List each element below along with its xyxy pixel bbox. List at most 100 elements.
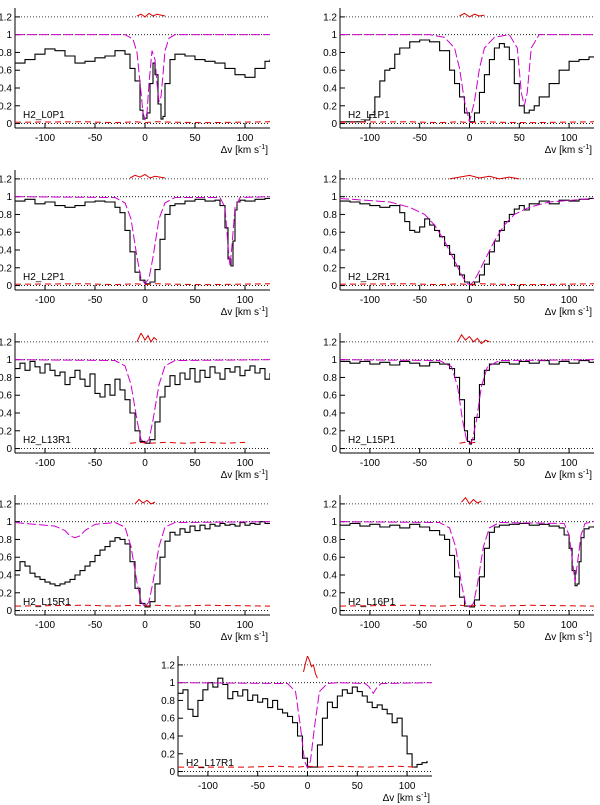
y-tick-label: 0.8 xyxy=(323,48,337,59)
y-tick-label: 0 xyxy=(331,281,337,292)
y-tick-label: 0 xyxy=(331,606,337,617)
x-tick-label: 0 xyxy=(142,133,148,144)
y-tick-label: 0 xyxy=(6,281,12,292)
x-axis-label: Δv [km s-1] xyxy=(221,469,269,481)
x-tick-label: 100 xyxy=(561,458,578,469)
series-data xyxy=(15,521,270,608)
panel-line-label: H2_L16P1 xyxy=(348,597,396,608)
series-residual_top xyxy=(303,656,318,679)
x-tick-label: 0 xyxy=(305,781,311,792)
x-axis-label: Δv [km s-1] xyxy=(383,792,431,804)
series-residual xyxy=(340,283,594,286)
y-tick-label: 1 xyxy=(331,192,337,203)
y-tick-label: 1.2 xyxy=(323,499,337,510)
y-tick-label: 1.2 xyxy=(0,12,12,23)
y-tick-label: 1.2 xyxy=(0,337,12,348)
series-residual xyxy=(340,121,594,124)
x-tick-label: 50 xyxy=(189,133,201,144)
x-axis-label: Δv [km s-1] xyxy=(221,631,269,643)
x-tick-label: 0 xyxy=(467,458,473,469)
series-residual_top xyxy=(136,333,158,343)
y-tick-label: 1.2 xyxy=(323,12,337,23)
series-residual xyxy=(15,283,270,286)
x-tick-label: -50 xyxy=(88,620,103,631)
series-residual xyxy=(459,441,480,444)
y-tick-label: 0 xyxy=(331,119,337,130)
y-tick-label: 0.2 xyxy=(323,101,337,112)
y-tick-label: 1 xyxy=(6,355,12,366)
plot-area xyxy=(15,12,270,124)
series-data xyxy=(178,677,428,768)
panel-line-label: H2_L17R1 xyxy=(186,758,234,769)
y-tick-label: 0.8 xyxy=(0,48,12,59)
y-tick-label: 0.6 xyxy=(0,66,12,77)
x-tick-label: 100 xyxy=(237,620,254,631)
y-tick-label: 0.2 xyxy=(0,101,12,112)
x-tick-label: 0 xyxy=(142,458,148,469)
x-tick-label: 100 xyxy=(237,295,254,306)
x-tick-label: -50 xyxy=(88,133,103,144)
x-tick-label: 50 xyxy=(514,458,526,469)
series-residual_top xyxy=(461,496,482,505)
y-tick-label: 1.2 xyxy=(323,337,337,348)
x-tick-label: -100 xyxy=(360,620,380,631)
y-tick-label: 1.2 xyxy=(0,499,12,510)
y-tick-label: 0.2 xyxy=(161,749,175,760)
x-tick-label: 50 xyxy=(514,620,526,631)
y-tick-label: 1.2 xyxy=(161,660,175,671)
series-fit xyxy=(340,34,594,122)
x-tick-label: -100 xyxy=(198,781,218,792)
plot-area xyxy=(340,174,594,286)
x-tick-label: -50 xyxy=(88,295,103,306)
series-residual xyxy=(15,604,270,607)
x-tick-label: -100 xyxy=(35,295,55,306)
series-data xyxy=(340,197,594,286)
y-tick-label: 0.4 xyxy=(161,732,175,743)
y-tick-label: 0 xyxy=(6,606,12,617)
y-tick-label: 0.6 xyxy=(323,391,337,402)
x-tick-label: -100 xyxy=(360,133,380,144)
x-axis-label: Δv [km s-1] xyxy=(545,306,593,318)
series-residual_top xyxy=(134,498,156,505)
y-tick-label: 0.6 xyxy=(161,714,175,725)
y-tick-label: 0.2 xyxy=(323,588,337,599)
y-tick-label: 0.6 xyxy=(323,66,337,77)
panel-line-label: H2_L13R1 xyxy=(23,435,71,446)
x-tick-label: 50 xyxy=(352,781,364,792)
y-tick-label: 0.6 xyxy=(323,553,337,564)
x-axis-label: Δv [km s-1] xyxy=(221,306,269,318)
x-tick-label: 50 xyxy=(514,133,526,144)
y-tick-label: 0 xyxy=(331,444,337,455)
series-residual_top xyxy=(136,12,166,18)
y-tick-label: 0.8 xyxy=(323,535,337,546)
x-tick-label: 100 xyxy=(561,133,578,144)
plot-area xyxy=(15,333,270,444)
series-fit xyxy=(15,521,270,608)
y-tick-label: 0.6 xyxy=(0,553,12,564)
y-tick-label: 0.4 xyxy=(0,571,12,582)
x-tick-label: 100 xyxy=(561,620,578,631)
series-data xyxy=(15,197,270,285)
x-tick-label: 100 xyxy=(237,133,254,144)
x-axis-label: Δv [km s-1] xyxy=(545,469,593,481)
y-tick-label: 0.8 xyxy=(0,210,12,221)
x-tick-label: -100 xyxy=(35,458,55,469)
x-axis-label: Δv [km s-1] xyxy=(545,631,593,643)
x-tick-label: -100 xyxy=(35,620,55,631)
x-tick-label: 0 xyxy=(467,133,473,144)
series-fit xyxy=(340,359,594,446)
panel-line-label: H2_L15P1 xyxy=(348,435,396,446)
y-tick-label: 0.6 xyxy=(0,391,12,402)
x-tick-label: 0 xyxy=(467,620,473,631)
y-tick-label: 1 xyxy=(6,30,12,41)
y-tick-label: 1 xyxy=(6,517,12,528)
series-fit xyxy=(178,682,432,770)
y-tick-label: 0 xyxy=(6,444,12,455)
x-tick-label: -50 xyxy=(412,295,427,306)
y-tick-label: 1 xyxy=(169,678,175,689)
x-tick-label: -50 xyxy=(88,458,103,469)
